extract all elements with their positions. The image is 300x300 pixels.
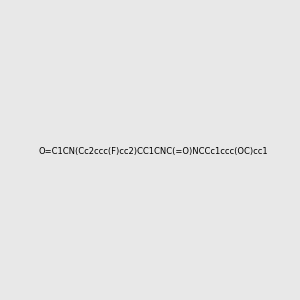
Text: O=C1CN(Cc2ccc(F)cc2)CC1CNC(=O)NCCc1ccc(OC)cc1: O=C1CN(Cc2ccc(F)cc2)CC1CNC(=O)NCCc1ccc(O… [39,147,268,156]
